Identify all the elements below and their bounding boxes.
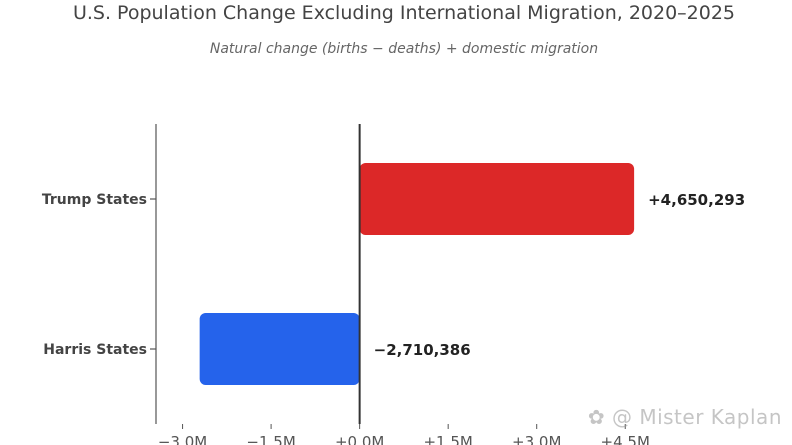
- x-tick-label: +4.5M: [601, 433, 650, 445]
- x-tick-label: +3.0M: [512, 433, 561, 445]
- x-tick-label: −1.5M: [246, 433, 295, 445]
- bar-trump-states: [359, 163, 635, 235]
- value-label: −2,710,386: [374, 341, 471, 359]
- category-label: Harris States: [43, 342, 147, 358]
- watermark-text: @ Mister Kaplan: [611, 405, 782, 429]
- paw-print-icon: ✿: [587, 405, 606, 429]
- x-ticks-group: −3.0M −1.5M +0.0M +1.5M +3.0M +4.5M: [158, 424, 650, 445]
- chart-subtitle: Natural change (births − deaths) + domes…: [209, 41, 599, 57]
- value-label: +4,650,293: [648, 191, 745, 209]
- bars-group: [199, 163, 635, 385]
- value-labels-group: +4,650,293 −2,710,386: [374, 191, 746, 359]
- category-label: Trump States: [42, 192, 147, 208]
- watermark: ✿ @ Mister Kaplan: [588, 405, 782, 429]
- category-labels-group: Trump States Harris States: [42, 192, 156, 358]
- x-tick-label: +0.0M: [335, 433, 384, 445]
- chart-title: U.S. Population Change Excluding Interna…: [72, 2, 736, 24]
- x-tick-label: −3.0M: [158, 433, 207, 445]
- bar-harris-states: [199, 313, 360, 385]
- x-tick-label: +1.5M: [423, 433, 472, 445]
